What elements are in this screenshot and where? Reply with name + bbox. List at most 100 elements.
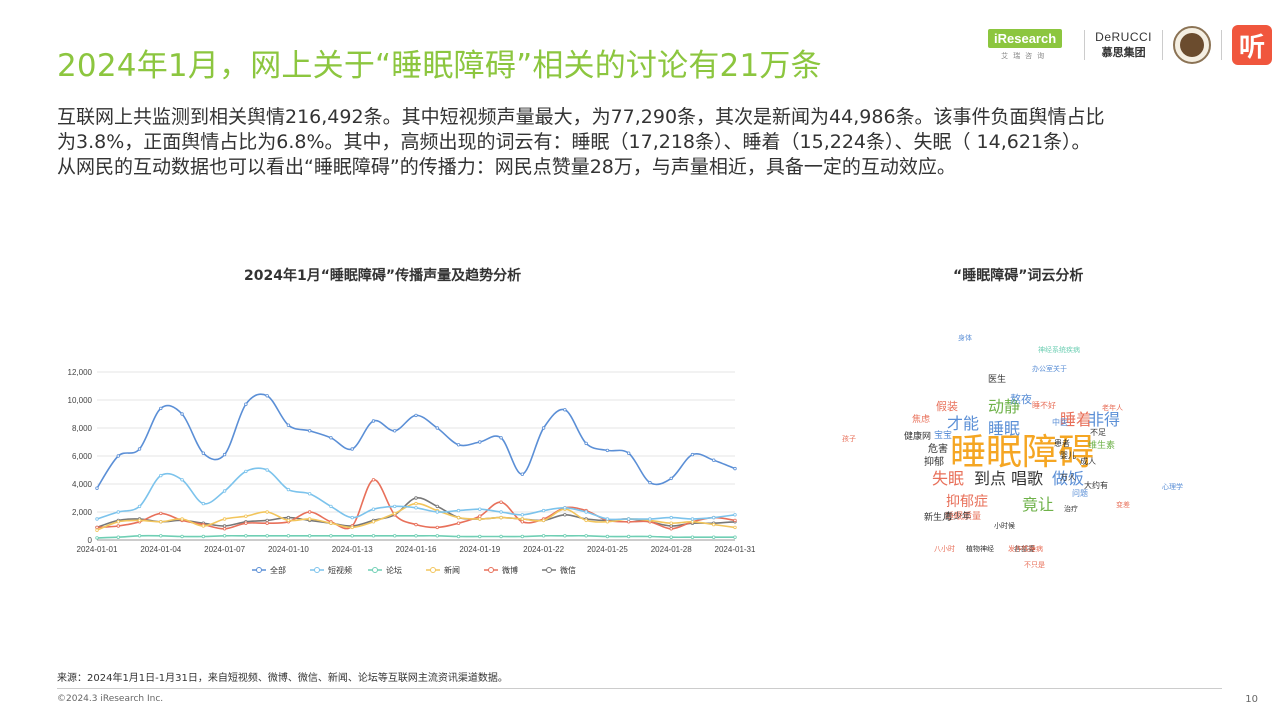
y-tick-label: 6,000 (72, 452, 93, 461)
data-point (116, 535, 120, 539)
derucci-logo-cn: 慕思集团 (1101, 47, 1146, 59)
data-point (478, 534, 482, 539)
data-point (180, 534, 184, 539)
wordcloud-word: 维生素 (1088, 441, 1116, 451)
wordcloud-word: 中医 (1052, 418, 1068, 427)
x-tick-label: 2024-01-04 (140, 545, 181, 554)
data-point (95, 525, 99, 530)
data-point (244, 521, 248, 525)
data-point (456, 515, 461, 520)
data-point (95, 486, 99, 490)
data-point (520, 472, 525, 476)
wordcloud-word: 心理学 (1162, 483, 1183, 491)
data-point (393, 429, 397, 433)
data-point (265, 468, 269, 472)
wordcloud-word: 做饭 (1052, 469, 1085, 488)
data-point (669, 535, 673, 539)
derucci-logo: DeRUCCI 慕思集团 (1095, 30, 1152, 60)
wordcloud-word: 小时候 (994, 522, 1015, 530)
data-point (690, 517, 695, 521)
data-point (180, 478, 184, 482)
legend-label: 新闻 (444, 565, 460, 575)
page-title: 2024年1月，网上关于“睡眠障碍”相关的讨论有21万条 (57, 48, 822, 84)
legend-label: 全部 (270, 565, 286, 575)
data-point (222, 534, 227, 538)
data-point (605, 448, 610, 453)
wordcloud-word: 身体 (958, 334, 972, 342)
data-point (648, 534, 652, 539)
wordcloud-word: 大约有 (1084, 481, 1108, 490)
data-point (307, 510, 312, 514)
data-point (456, 508, 461, 513)
wordcloud-word: 治疗 (1064, 505, 1078, 513)
data-point (307, 534, 312, 538)
data-point (456, 521, 461, 525)
iresearch-logo: iResearch 艾瑞咨询 (988, 29, 1063, 61)
wordcloud-word: 变差 (1116, 501, 1130, 509)
data-point (95, 528, 99, 532)
intro-line-3: 从网民的互动数据也可以看出“睡眠障碍”的传播力：网民点赞量28万，与声量相近，具… (57, 156, 956, 178)
data-point (733, 513, 737, 517)
word-cloud: 睡眠障碍 睡着 非得 才能 睡眠 动静 失眠 到点 唱歌 做饭 抑郁症 竟让 熬夜 假装 抑郁 危害 健康网 宝宝… (840, 330, 1220, 575)
data-point (137, 518, 142, 523)
logo-divider (1162, 30, 1163, 60)
data-point (733, 535, 737, 539)
data-point (137, 504, 142, 509)
data-point (265, 534, 269, 538)
data-point (116, 510, 120, 514)
data-point (478, 440, 482, 444)
wordcloud-word: 到点 (974, 469, 1007, 488)
wordcloud-word: 新生儿 (924, 513, 952, 523)
legend-label: 微博 (502, 565, 518, 575)
data-point (712, 458, 716, 462)
wordcloud-word: 神经系统疾病 (1038, 346, 1080, 354)
wordcloud-title: “睡眠障碍”词云分析 (953, 268, 1084, 284)
data-point (159, 511, 163, 516)
data-point (307, 429, 312, 433)
wordcloud-word: 睡眠质量 (945, 512, 982, 522)
data-point (478, 517, 482, 521)
derucci-logo-en: DeRUCCI (1095, 30, 1152, 44)
data-point (286, 518, 291, 523)
data-point (499, 500, 503, 504)
x-tick-label: 2024-01-25 (587, 545, 628, 554)
data-point (733, 466, 737, 471)
legend-marker (488, 567, 494, 573)
data-point (648, 517, 652, 521)
footer-divider (57, 688, 1222, 689)
y-tick-label: 12,000 (68, 368, 93, 377)
data-point (393, 504, 397, 509)
data-point (541, 426, 546, 430)
legend-label: 微信 (560, 565, 576, 575)
wordcloud-word: 竟让 (1022, 495, 1055, 514)
wordcloud-word: 熬夜 (1010, 393, 1032, 406)
data-point (95, 536, 99, 540)
data-point (563, 408, 567, 412)
wordcloud-word: 患者 (1054, 439, 1070, 448)
wordcloud-word: 植物神经 (966, 545, 994, 553)
data-point (733, 518, 737, 523)
series-line-全部 (96, 393, 736, 489)
data-point (690, 452, 695, 457)
data-point (478, 514, 482, 518)
data-point (520, 513, 525, 517)
data-point (435, 426, 439, 430)
intro-line-2: 为3.8%，正面舆情占比为6.8%。其中，高频出现的词云有：睡眠（17,218条… (57, 131, 1091, 153)
data-point (520, 534, 525, 539)
data-point (201, 451, 206, 455)
wordcloud-word: 发作性睡病 (1008, 545, 1043, 553)
wordcloud-word: 睡不好 (1032, 401, 1056, 410)
data-point (201, 501, 206, 506)
iresearch-logo-mark: iResearch (988, 29, 1063, 48)
data-point (371, 534, 376, 538)
data-point (669, 476, 673, 481)
data-point (244, 534, 248, 538)
wordcloud-word: 不足 (1090, 428, 1106, 437)
line-chart-title: 2024年1月“睡眠障碍”传播声量及趋势分析 (244, 268, 522, 284)
data-point (265, 521, 269, 525)
iresearch-logo-subtitle: 艾瑞咨询 (1001, 52, 1050, 60)
data-point (520, 517, 525, 521)
data-point (520, 520, 525, 524)
data-point (690, 535, 695, 539)
data-point (329, 534, 333, 538)
